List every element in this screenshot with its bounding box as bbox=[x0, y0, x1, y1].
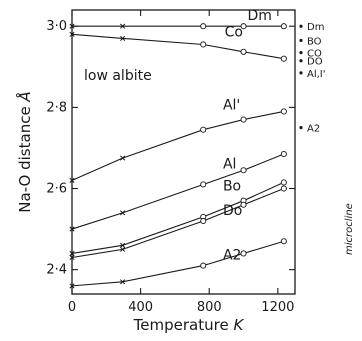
microcline-point bbox=[299, 59, 303, 63]
annotation-low-albite: low albite bbox=[84, 68, 152, 84]
point-x-stroke bbox=[69, 254, 75, 261]
point-dm bbox=[200, 23, 207, 30]
point-x-stroke bbox=[69, 226, 75, 232]
point-co bbox=[240, 48, 247, 55]
series-label-do: Do bbox=[223, 203, 242, 219]
series-label-a2: A2 bbox=[223, 248, 241, 264]
point-al bbox=[200, 181, 207, 188]
axes: 0 400 800 1200 2·4 2·6 2·8 3·0 Temperature K Na-O… bbox=[15, 9, 296, 334]
y-tick-label: 2·4 bbox=[46, 263, 67, 278]
point-a2 bbox=[69, 283, 75, 289]
point-do bbox=[240, 201, 247, 208]
x-tick-label: 1200 bbox=[261, 300, 294, 315]
point-a2 bbox=[200, 262, 207, 269]
microcline-axis-label: microcline bbox=[344, 203, 355, 255]
point-x-stroke bbox=[120, 210, 126, 216]
microcline-label: DO bbox=[307, 57, 323, 68]
point-co bbox=[280, 55, 287, 62]
microcline-point bbox=[299, 51, 303, 55]
series-line-al bbox=[71, 153, 285, 230]
y-tick-label: 3·0 bbox=[46, 19, 67, 34]
series-label-dm: Dm bbox=[248, 8, 272, 24]
microcline-point bbox=[299, 126, 303, 130]
point-x-stroke bbox=[120, 279, 126, 285]
point-al bbox=[240, 116, 247, 123]
point-do bbox=[200, 217, 207, 225]
point-bo bbox=[280, 179, 287, 186]
point-al bbox=[120, 155, 126, 161]
microcline-point bbox=[299, 24, 303, 28]
point-al bbox=[280, 150, 287, 158]
point-do bbox=[280, 185, 287, 192]
labels-group: low albite Dm Co Al' Al Bo Do A2 bbox=[84, 8, 272, 263]
point-co bbox=[120, 35, 126, 41]
y-axis-title: Na-O distance Å bbox=[15, 91, 34, 212]
point-bo bbox=[69, 250, 75, 256]
point-al bbox=[280, 108, 287, 115]
point-x-stroke bbox=[69, 23, 75, 29]
point-x-stroke bbox=[120, 155, 126, 161]
series-line-al bbox=[71, 110, 284, 181]
point-x-stroke bbox=[120, 242, 126, 248]
point-x-stroke bbox=[120, 35, 126, 41]
point-al bbox=[69, 177, 75, 183]
microcline-point bbox=[299, 71, 303, 75]
point-al bbox=[200, 126, 207, 133]
x-axis-title: Temperature K bbox=[133, 316, 245, 334]
point-bo bbox=[120, 242, 126, 248]
microcline-label: CO bbox=[307, 49, 322, 60]
microcline-point bbox=[299, 38, 303, 43]
point-co bbox=[200, 41, 207, 48]
point-x-stroke bbox=[69, 250, 75, 256]
point-a2 bbox=[240, 250, 247, 257]
point-co bbox=[69, 31, 75, 37]
series-label-co: Co bbox=[225, 24, 243, 40]
x-tick-label: 0 bbox=[68, 300, 76, 315]
point-al bbox=[69, 226, 75, 232]
point-x-stroke bbox=[120, 23, 126, 29]
point-x-stroke bbox=[120, 246, 126, 252]
point-x-stroke bbox=[69, 177, 75, 183]
microcline-label: BO bbox=[307, 36, 322, 47]
series-group bbox=[69, 23, 287, 289]
point-dm bbox=[69, 23, 75, 29]
y-axis-unit: Å bbox=[15, 91, 34, 102]
x-tick-label: 400 bbox=[128, 300, 153, 315]
point-do bbox=[69, 254, 75, 261]
microcline-label: Dm bbox=[307, 22, 324, 33]
microcline-label: A2 bbox=[307, 124, 320, 135]
microcline-label: Al,I' bbox=[307, 69, 326, 80]
point-x-stroke bbox=[69, 283, 75, 289]
y-tick-label: 2·8 bbox=[46, 100, 67, 115]
point-a2 bbox=[120, 279, 126, 285]
series-label-bo: Bo bbox=[223, 179, 241, 195]
series-line-do bbox=[71, 188, 285, 259]
x-axis-unit: K bbox=[233, 316, 244, 334]
y-tick-label: 2·6 bbox=[46, 182, 67, 197]
series-line-co bbox=[71, 33, 284, 60]
plot-frame bbox=[71, 9, 296, 295]
point-al bbox=[120, 210, 126, 216]
point-a2 bbox=[280, 238, 287, 245]
point-do bbox=[120, 246, 126, 252]
point-al bbox=[240, 167, 247, 174]
point-x-stroke bbox=[69, 31, 75, 37]
point-dm bbox=[280, 23, 287, 30]
point-dm bbox=[120, 23, 126, 29]
point-dm bbox=[240, 23, 247, 30]
x-tick-label: 800 bbox=[197, 300, 222, 315]
series-label-al: Al bbox=[223, 156, 236, 172]
series-label-al: Al' bbox=[223, 98, 240, 114]
